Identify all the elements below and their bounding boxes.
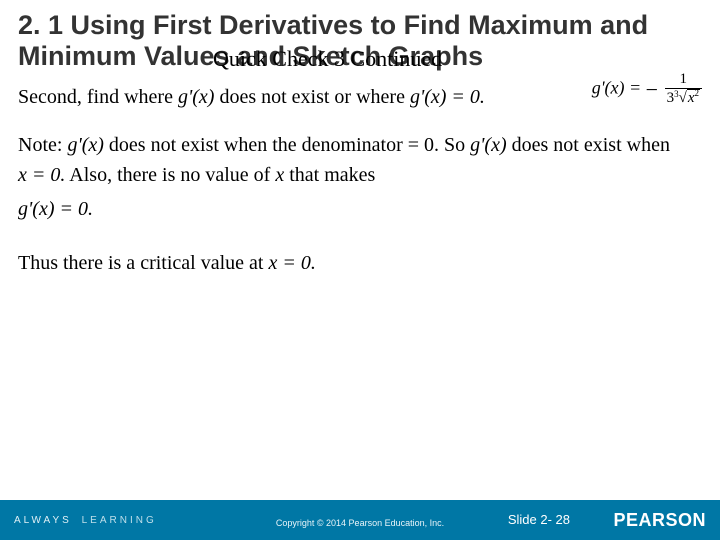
always-text: ALWAYS (14, 515, 72, 526)
slide-number: Slide 2- 28 (508, 512, 570, 527)
formula-negative: − (646, 77, 658, 102)
derivative-formula: g'(x) = − 1 33√x2 (592, 72, 702, 107)
p2-expr1: g'(x) (67, 134, 103, 156)
pearson-logo: PEARSON (613, 510, 706, 531)
p4-expr: x = 0. (268, 252, 315, 274)
formula-numerator: 1 (665, 72, 702, 88)
p1-expr: g'(x) (178, 86, 214, 108)
paragraph-3: g'(x) = 0. (18, 194, 702, 224)
p3-expr: g'(x) = 0. (18, 198, 93, 220)
p2-text-d: Also, there is no value of (69, 164, 275, 186)
learning-text: LEARNING (82, 515, 157, 526)
p2-expr4: x (275, 164, 284, 186)
formula-lhs: g'(x) = (592, 77, 646, 97)
p2-expr3: x = 0. (18, 164, 65, 186)
p1-text-a: Second, find where (18, 86, 178, 108)
p2-text-e: that makes (289, 164, 375, 186)
root-exp: 2 (695, 88, 700, 98)
p1-text-b: does not exist or where (219, 86, 410, 108)
p4-text-a: Thus there is a critical value at (18, 252, 268, 274)
formula-denominator: 33√x2 (665, 88, 702, 107)
always-learning: ALWAYS LEARNING (14, 515, 157, 526)
p2-expr2: g'(x) (470, 134, 506, 156)
footer-bar: ALWAYS LEARNING Copyright © 2014 Pearson… (0, 500, 720, 540)
paragraph-2: Note: g'(x) does not exist when the deno… (18, 130, 702, 190)
den-coeff: 3 (667, 90, 675, 106)
p2-text-a: Note: (18, 134, 67, 156)
p1-expr2: g'(x) = 0. (410, 86, 485, 108)
p2-text-b: does not exist when the denominator = 0.… (109, 134, 470, 156)
paragraph-4: Thus there is a critical value at x = 0. (18, 248, 702, 278)
root-arg: x (688, 90, 695, 106)
copyright-text: Copyright © 2014 Pearson Education, Inc. (276, 518, 444, 528)
p2-text-c: does not exist when (512, 134, 670, 156)
